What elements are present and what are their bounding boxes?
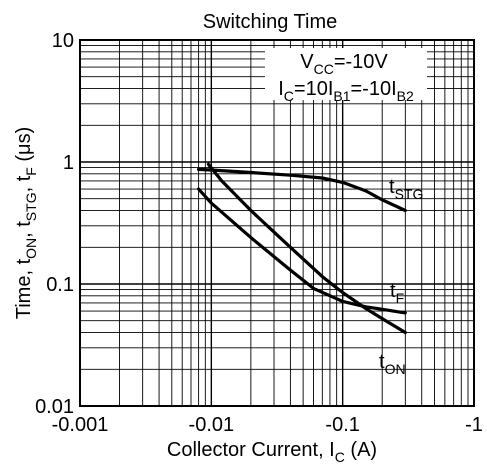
y-axis-title-part-6: (μs) [13, 127, 35, 167]
series-label-tON: tON [379, 351, 406, 377]
y-axis-title-part-1: ON [23, 238, 39, 259]
x-tick-label: -0.001 [52, 414, 109, 436]
x-tick-label: -0.1 [325, 414, 359, 436]
series-label-tON-part-0: t [379, 351, 385, 373]
condition-ic: IC=10IB1=-10IB2 [278, 78, 414, 104]
x-axis-title-part-1: C [335, 449, 345, 465]
conditions-box [265, 48, 427, 100]
y-axis-title: Time, tON, tSTG, tF (μs) [13, 127, 39, 319]
y-axis-title-part-0: Time, t [13, 258, 35, 319]
condition-ic-part-4: =-10I [351, 78, 397, 100]
series-label-tSTG: tSTG [389, 176, 423, 202]
condition-vcc-part-0: V [300, 51, 314, 73]
curve-layer [197, 162, 407, 335]
condition-vcc-part-2: =-10V [334, 51, 389, 73]
series-label-tSTG-part-0: t [389, 176, 395, 198]
series-line-tF [206, 162, 407, 335]
x-tick-label: -0.01 [189, 414, 235, 436]
condition-ic-part-3: B1 [333, 88, 350, 104]
condition-ic-part-5: B2 [397, 88, 414, 104]
y-axis-title-part-5: F [23, 167, 39, 176]
label-layer: -0.001 -0.01 -0.1 -1 0.01 0.1 1 10 Collector Cur… [13, 30, 483, 465]
x-tick-label: -1 [465, 414, 483, 436]
y-tick-label: 0.01 [35, 396, 74, 418]
condition-vcc-part-1: CC [314, 61, 334, 77]
x-axis-title-part-2: (A) [345, 439, 377, 461]
series-label-tSTG-part-1: STG [395, 186, 424, 202]
y-axis-title-part-3: STG [23, 192, 39, 221]
series-line-tON [197, 187, 407, 315]
condition-vcc: VCC=-10V [300, 51, 388, 77]
y-tick-label: 10 [52, 30, 74, 52]
y-tick-label: 1 [63, 152, 74, 174]
series-label-tF: tF [390, 280, 404, 306]
y-axis-title-part-2: , t [13, 221, 35, 238]
y-tick-label: 0.1 [46, 274, 74, 296]
grid-layer [79, 40, 474, 407]
condition-ic-part-1: C [284, 88, 294, 104]
series-line-tSTG [197, 167, 407, 213]
y-axis-title-part-4: , t [13, 175, 35, 192]
series-label-tON-part-1: ON [385, 361, 406, 377]
plot-frame [79, 39, 475, 407]
condition-ic-part-2: =10I [294, 78, 333, 100]
x-axis-title: Collector Current, IC (A) [167, 439, 377, 465]
series-label-tF-part-1: F [396, 290, 405, 306]
series-label-tF-part-0: t [390, 280, 396, 302]
chart-title: Switching Time [203, 11, 338, 33]
condition-ic-part-0: I [278, 78, 284, 100]
x-axis-title-part-0: Collector Current, I [167, 439, 335, 461]
